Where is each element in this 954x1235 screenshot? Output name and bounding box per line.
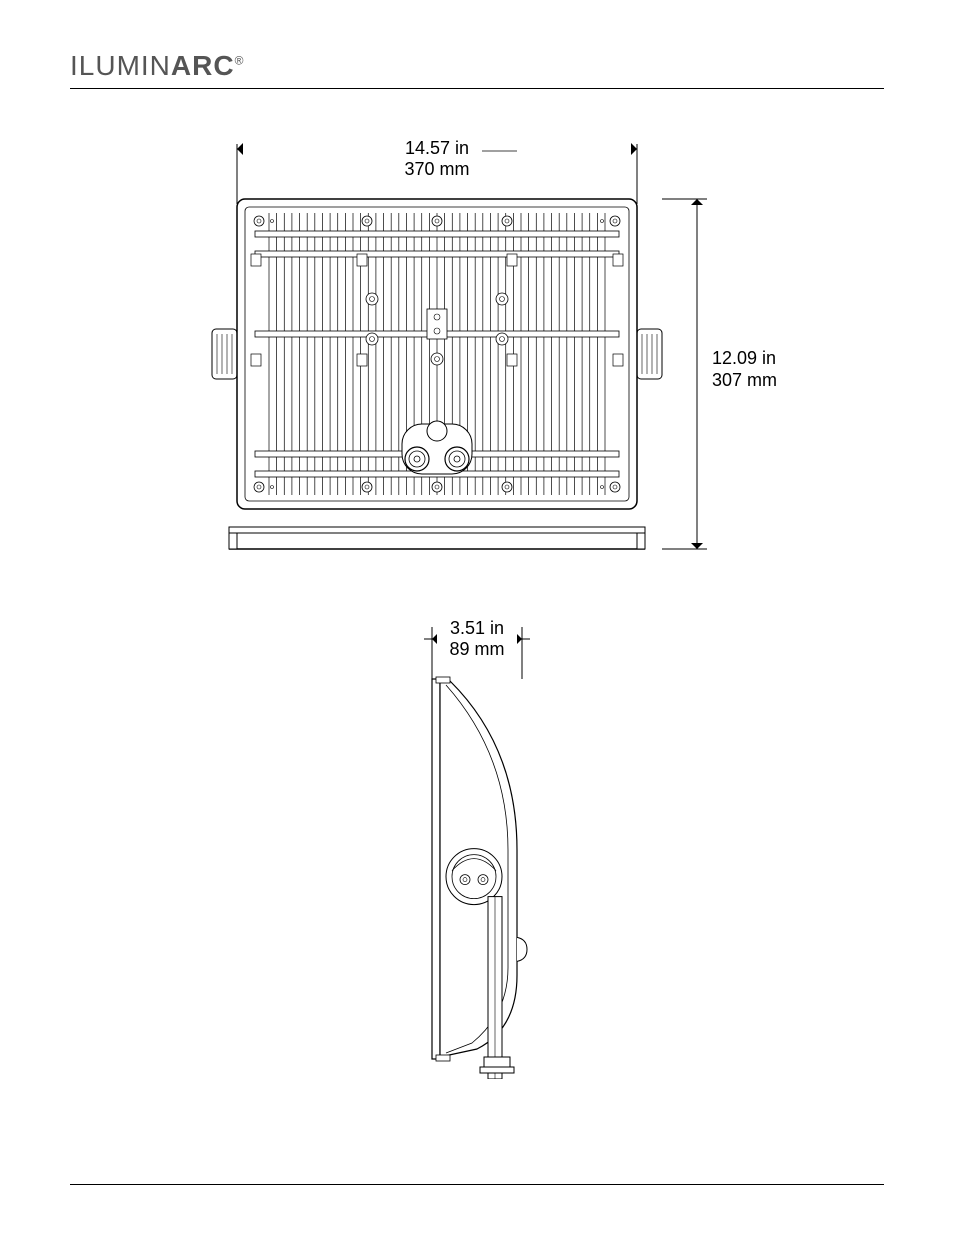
brand-registered: ® [235, 54, 245, 68]
page-header: ILUMINARC® [70, 50, 884, 89]
side-view-drawing: 3.51 in89 mm [347, 609, 607, 1079]
front-view-drawing: 14.57 in370 mm 12.09 in307 mm [177, 129, 777, 579]
side-view-figure: 3.51 in89 mm [70, 609, 884, 1079]
front-view-figure: 14.57 in370 mm 12.09 in307 mm [70, 129, 884, 579]
footer-rule [70, 1184, 884, 1185]
side-depth-mm: 89 mm [449, 639, 504, 659]
front-width-mm: 370 mm [404, 159, 469, 179]
side-depth-in: 3.51 in [450, 618, 504, 638]
brand-part1: ILUMIN [70, 50, 171, 81]
brand-logo: ILUMINARC® [70, 50, 244, 81]
front-height-mm: 307 mm [712, 370, 777, 390]
front-width-in: 14.57 in [405, 138, 469, 158]
brand-part2: ARC [171, 50, 235, 81]
document-page: ILUMINARC® 14.57 in370 mm12.09 in307 mm … [0, 0, 954, 1235]
front-height-in: 12.09 in [712, 348, 776, 368]
